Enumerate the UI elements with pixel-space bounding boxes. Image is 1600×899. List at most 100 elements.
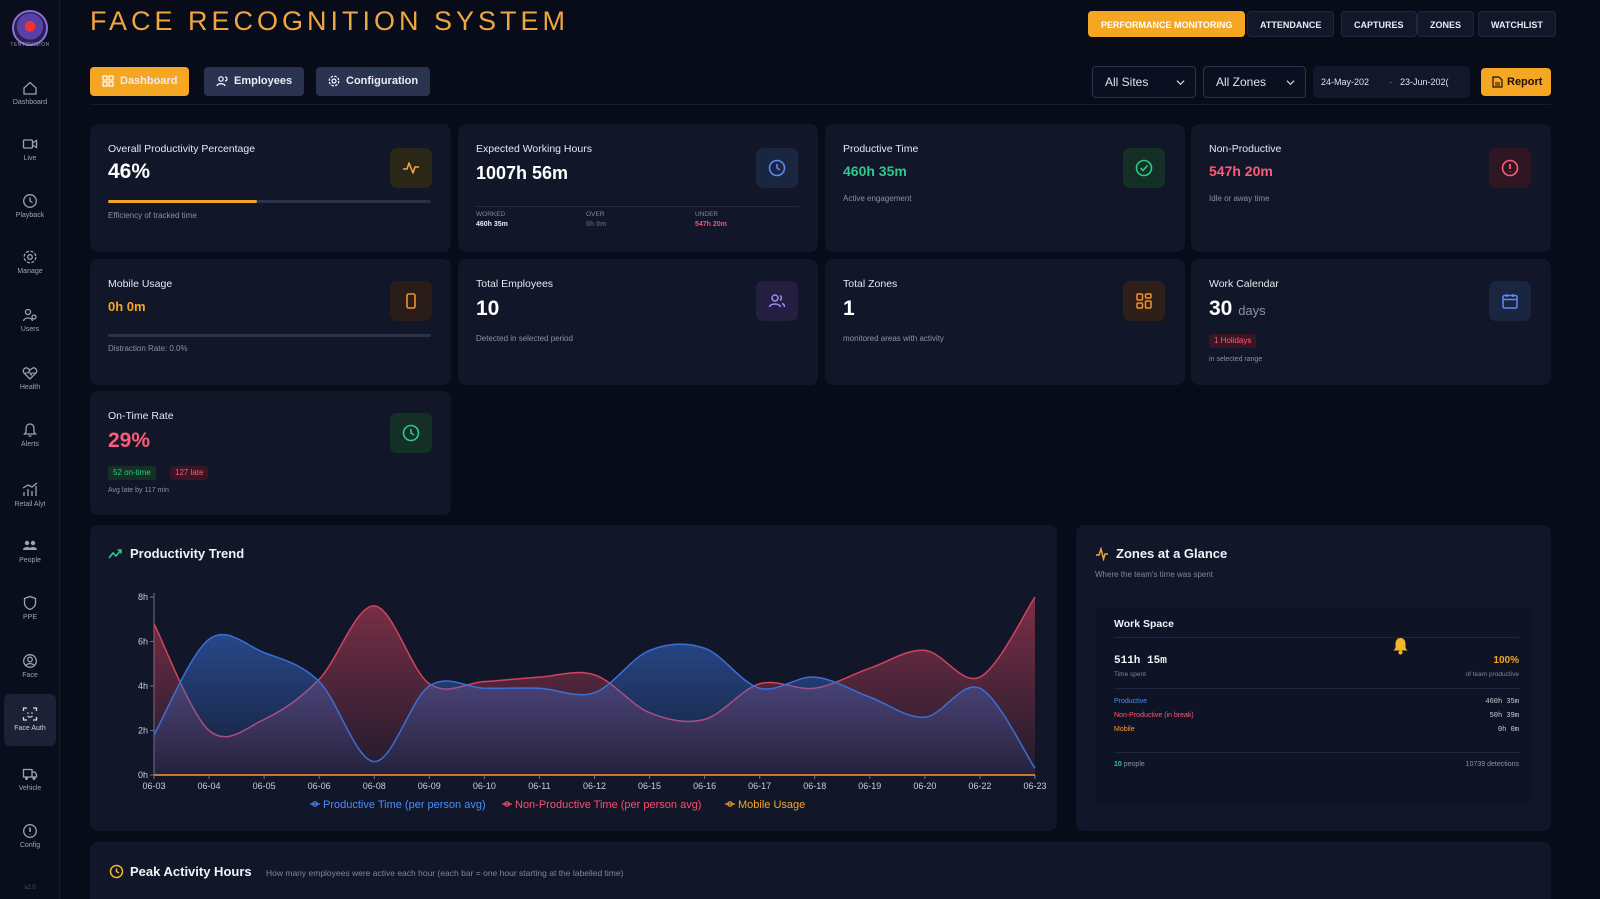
over-label: OVER <box>586 211 605 218</box>
sidebar-item-face-auth[interactable]: Face Auth <box>4 694 56 746</box>
top-nav-attendance[interactable]: ATTENDANCE <box>1247 11 1335 37</box>
x-tick-label: 06-15 <box>638 781 661 791</box>
under-label: UNDER <box>695 211 719 218</box>
clock-icon <box>23 194 37 208</box>
gear-icon <box>23 250 37 264</box>
sidebar-item-users[interactable]: Users <box>4 295 56 347</box>
top-nav-performance-monitoring[interactable]: PERFORMANCE MONITORING <box>1088 11 1246 37</box>
sidebar-item-config[interactable]: Config <box>4 811 56 863</box>
calendar-days-unit: days <box>1238 303 1266 318</box>
report-button[interactable]: Report <box>1481 68 1551 96</box>
date-from-input[interactable]: 24-May-202 <box>1321 77 1370 87</box>
card-subtitle: monitored areas with activity <box>843 334 944 343</box>
zone-divider <box>1114 752 1519 753</box>
card-value: 460h 35m <box>843 163 907 179</box>
zone-row-value: 50h 39m <box>1489 712 1519 720</box>
top-nav-watchlist[interactable]: WATCHLIST <box>1478 11 1556 37</box>
zone-name: Work Space <box>1114 618 1174 630</box>
card-subtitle: Efficiency of tracked time <box>108 211 197 220</box>
check-circle-icon <box>1135 159 1153 177</box>
card-title: Mobile Usage <box>108 278 173 290</box>
y-tick-label: 6h <box>138 637 148 647</box>
zone-row-value: 0h 0m <box>1497 726 1519 734</box>
zone-select[interactable]: All Zones <box>1203 66 1306 98</box>
site-select[interactable]: All Sites <box>1092 66 1196 98</box>
zones-panel: Zones at a Glance Where the team's time … <box>1076 525 1551 831</box>
sidebar-item-health[interactable]: Health <box>4 353 56 405</box>
legend-item[interactable]: Mobile Usage <box>725 799 805 811</box>
sidebar-item-face[interactable]: Face <box>4 641 56 693</box>
tab-employees[interactable]: Employees <box>204 67 305 96</box>
activity-icon <box>403 162 419 174</box>
alert-icon-box <box>1489 148 1531 188</box>
phone-icon-box <box>390 281 432 321</box>
x-tick-label: 06-12 <box>583 781 606 791</box>
document-icon <box>1492 76 1503 88</box>
legend-label: Productive Time (per person avg) <box>323 799 486 811</box>
top-nav-captures[interactable]: CAPTURES <box>1341 11 1417 37</box>
report-button-label: Report <box>1507 76 1543 88</box>
zone-people: 10 people <box>1114 761 1145 768</box>
card-title: Total Employees <box>476 278 554 290</box>
panel-title: Productivity Trend <box>130 546 245 561</box>
card-title: Work Calendar <box>1209 278 1279 290</box>
date-range-picker[interactable]: 24-May-202 - 23-Jun-202( <box>1313 66 1470 98</box>
legend-item[interactable]: Productive Time (per person avg) <box>310 799 486 811</box>
activity-icon <box>1096 547 1108 561</box>
legend-marker-icon <box>725 801 735 807</box>
tab-dashboard[interactable]: Dashboard <box>90 67 190 96</box>
zone-time: 511h 15m <box>1114 655 1167 667</box>
card-value: 46% <box>108 160 151 183</box>
chevron-down-icon <box>1286 80 1295 86</box>
x-tick-label: 06-09 <box>418 781 441 791</box>
x-tick-label: 06-17 <box>748 781 771 791</box>
zone-row-label: Productive <box>1114 698 1148 705</box>
tab-configuration[interactable]: Configuration <box>316 67 431 96</box>
sidebar-item-people[interactable]: People <box>4 526 56 578</box>
non-productive-card: Non-Productive 547h 20m Idle or away tim… <box>1191 124 1551 252</box>
x-tick-label: 06-19 <box>858 781 881 791</box>
alert-circle-icon <box>1501 159 1519 177</box>
legend-label: Mobile Usage <box>738 799 806 811</box>
legend-item[interactable]: Non-Productive Time (per person avg) <box>502 799 701 811</box>
sidebar-item-retail-alyt[interactable]: Retail Alyt <box>4 470 56 522</box>
phone-icon <box>406 293 416 309</box>
sidebar-item-ppe[interactable]: PPE <box>4 583 56 635</box>
y-tick-label: 2h <box>138 726 148 736</box>
under-value: 547h 20m <box>695 221 727 228</box>
panel-subtitle: Where the team's time was spent <box>1095 570 1214 579</box>
mobile-usage-card: Mobile Usage 0h 0m Distraction Rate: 0.0… <box>90 259 451 385</box>
chevron-down-icon <box>1176 80 1185 86</box>
sidebar-item-playback[interactable]: Playback <box>4 181 56 233</box>
face-scan-icon <box>22 707 38 721</box>
brand-logo[interactable] <box>12 10 48 46</box>
grid-icon-box <box>1123 281 1165 321</box>
sidebar-item-manage[interactable]: Manage <box>4 237 56 289</box>
sidebar-item-dashboard[interactable]: Dashboard <box>4 68 56 120</box>
date-separator: - <box>1389 77 1392 87</box>
peak-activity-panel: Peak Activity Hours How many employees w… <box>90 842 1551 899</box>
heart-pulse-icon <box>22 367 38 380</box>
date-to-input[interactable]: 23-Jun-202( <box>1400 77 1449 87</box>
panel-title: Peak Activity Hours <box>130 864 252 879</box>
zone-row-value: 460h 35m <box>1485 698 1519 706</box>
tab-label: Employees <box>234 75 293 87</box>
x-tick-label: 06-18 <box>803 781 826 791</box>
top-nav-zones[interactable]: ZONES <box>1417 11 1475 37</box>
zone-card[interactable]: Work Space 511h 15m Time spent 100% of t… <box>1095 608 1532 803</box>
sidebar-item-live[interactable]: Live <box>4 124 56 176</box>
sidebar-item-vehicle[interactable]: Vehicle <box>4 754 56 806</box>
late-badge: 127 late <box>170 466 209 480</box>
sidebar-item-label: Vehicle <box>18 785 42 792</box>
zone-select-value: All Zones <box>1216 75 1267 89</box>
on-time-badge: 52 on-time <box>108 466 156 480</box>
sidebar-item-alerts[interactable]: Alerts <box>4 410 56 462</box>
sidebar-item-label: PPE <box>22 614 37 621</box>
y-tick-label: 4h <box>138 681 148 691</box>
line-productive-time-per-person-avg[interactable] <box>153 633 1036 769</box>
zone-divider <box>1114 637 1519 638</box>
x-tick-label: 06-22 <box>968 781 991 791</box>
sidebar: TENTOVISION Dashboard Live Playback Manage U… <box>0 0 60 899</box>
legend-marker-icon <box>310 801 320 807</box>
expected-hours-card: Expected Working Hours 1007h 56m WORKED … <box>458 124 818 252</box>
